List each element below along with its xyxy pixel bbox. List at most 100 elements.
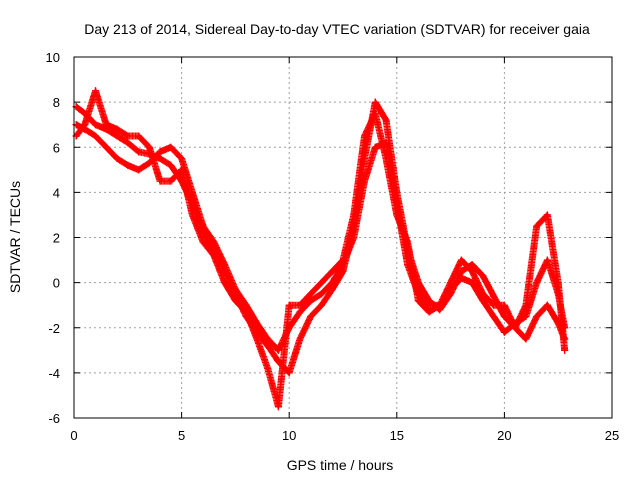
data-point: [468, 267, 476, 275]
data-point: [317, 279, 325, 287]
data-point: [361, 177, 369, 185]
x-tick-label: 5: [178, 428, 185, 443]
data-point: [135, 148, 143, 156]
chart-title: Day 213 of 2014, Sidereal Day-to-day VTE…: [84, 21, 590, 37]
data-point: [543, 211, 551, 219]
data-point: [328, 267, 336, 275]
data-point: [124, 132, 132, 140]
data-point: [285, 369, 293, 377]
data-point: [490, 292, 498, 300]
data-point: [307, 297, 315, 305]
data-point: [113, 132, 121, 140]
grid-lines: [74, 57, 612, 418]
data-point: [102, 121, 110, 129]
y-tick-label: 8: [53, 95, 60, 110]
data-point: [361, 132, 369, 140]
data-point: [533, 312, 541, 320]
data-point: [274, 346, 282, 354]
y-tick-label: -4: [48, 366, 60, 381]
data-point: [436, 301, 444, 309]
data-point: [188, 211, 196, 219]
data-point: [296, 308, 304, 316]
data-point: [479, 272, 487, 280]
data-point: [285, 301, 293, 309]
data-point: [533, 279, 541, 287]
data-point: [221, 261, 229, 269]
data-point: [156, 155, 164, 163]
data-point: [350, 234, 358, 241]
y-tick-label: -2: [48, 321, 60, 336]
data-point: [199, 238, 207, 246]
data-point: [393, 211, 401, 219]
data-point: [543, 256, 551, 264]
data-point: [533, 222, 541, 230]
data-point: [543, 301, 551, 309]
data-point: [264, 342, 272, 350]
y-axis-title: SDTVAR / TECUs: [7, 181, 23, 293]
data-point: [307, 290, 315, 298]
data-point: [221, 279, 229, 287]
data-point: [350, 211, 358, 219]
data-point: [242, 308, 250, 316]
data-point: [468, 261, 476, 269]
data-point: [167, 161, 175, 169]
axis-ticks: 0 5 10 15 20 25 -6 -4 -2 0 2 4 6 8 10: [46, 50, 620, 443]
data-point: [371, 98, 379, 106]
data-point: [253, 335, 261, 343]
data-point: [382, 155, 390, 163]
data-point: [522, 335, 530, 343]
data-point: [231, 285, 239, 293]
data-point: [145, 143, 153, 151]
data-point: [210, 252, 218, 260]
data-point: [317, 290, 325, 298]
data-point: [113, 125, 121, 133]
data-point: [457, 256, 465, 264]
data-point: [425, 301, 433, 309]
data-point: [92, 121, 100, 129]
y-tick-label: 6: [53, 140, 60, 155]
data-point: [92, 132, 100, 140]
data-point: [124, 139, 132, 147]
data-point: [113, 155, 121, 163]
x-tick-label: 0: [70, 428, 77, 443]
data-point: [554, 279, 562, 287]
data-point: [135, 166, 143, 174]
data-point: [274, 403, 282, 411]
data-point: [561, 346, 569, 354]
data-point: [371, 109, 379, 117]
data-point: [500, 328, 508, 336]
data-point: [156, 148, 164, 156]
data-point: [479, 297, 487, 305]
data-point: [253, 319, 261, 327]
x-tick-label: 25: [605, 428, 619, 443]
data-point: [102, 143, 110, 151]
data-point: [210, 238, 218, 246]
data-point: [522, 301, 530, 309]
data-point: [511, 324, 519, 332]
data-point: [317, 301, 325, 309]
data-point: [156, 177, 164, 185]
data-point: [199, 222, 207, 230]
data-point: [178, 166, 186, 174]
data-point: [414, 297, 422, 305]
series-track-3: [72, 87, 569, 411]
data-point: [457, 274, 465, 282]
data-point: [371, 143, 379, 151]
y-tick-label: 10: [46, 50, 60, 65]
x-tick-label: 10: [282, 428, 296, 443]
data-point: [479, 290, 487, 298]
data-point: [231, 297, 239, 305]
data-point: [490, 312, 498, 320]
data-point: [404, 238, 412, 246]
data-point: [339, 256, 347, 264]
data-point: [447, 279, 455, 287]
data-point: [307, 312, 315, 320]
y-tick-label: 2: [53, 231, 60, 246]
data-series: [72, 87, 569, 411]
x-tick-label: 20: [497, 428, 511, 443]
data-point: [328, 279, 336, 287]
data-point: [296, 335, 304, 343]
data-point: [178, 155, 186, 163]
y-tick-label: -6: [48, 411, 60, 426]
data-point: [188, 188, 196, 196]
